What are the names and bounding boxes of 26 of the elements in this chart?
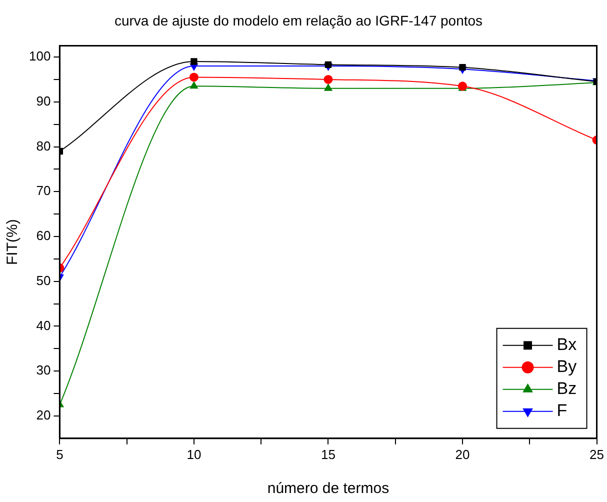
- point: [324, 74, 333, 84]
- point: [190, 58, 198, 65]
- y-tick-label: 60: [36, 228, 51, 244]
- y-tick-label: 70: [36, 183, 51, 198]
- y-tick-label: 50: [36, 272, 51, 288]
- chart-title: curva de ajuste do modelo em relação ao IGRF-147 pontos: [114, 12, 483, 28]
- x-tick-label: 20: [455, 446, 470, 462]
- legend-label: F: [556, 401, 568, 420]
- legend-label: By: [556, 357, 578, 376]
- x-tick-label: 5: [56, 446, 64, 462]
- x-axis-title: número de termos: [267, 480, 390, 498]
- y-tick-label: 20: [36, 408, 51, 423]
- y-tick-label: 100: [28, 48, 51, 64]
- point: [189, 72, 198, 82]
- x-tick-label: 10: [186, 446, 202, 462]
- y-tick-label: 40: [36, 318, 51, 333]
- y-axis-title: FIT(%): [4, 219, 22, 266]
- x-tick-label: 15: [320, 446, 336, 462]
- point: [324, 61, 332, 68]
- legend-label: Bx: [556, 335, 578, 354]
- point: [459, 64, 466, 71]
- x-tick-label: 25: [590, 446, 604, 462]
- y-tick-label: 80: [36, 138, 51, 154]
- legend-label: Bz: [556, 379, 577, 398]
- y-tick-label: 90: [36, 93, 51, 108]
- y-tick-label: 30: [36, 362, 51, 378]
